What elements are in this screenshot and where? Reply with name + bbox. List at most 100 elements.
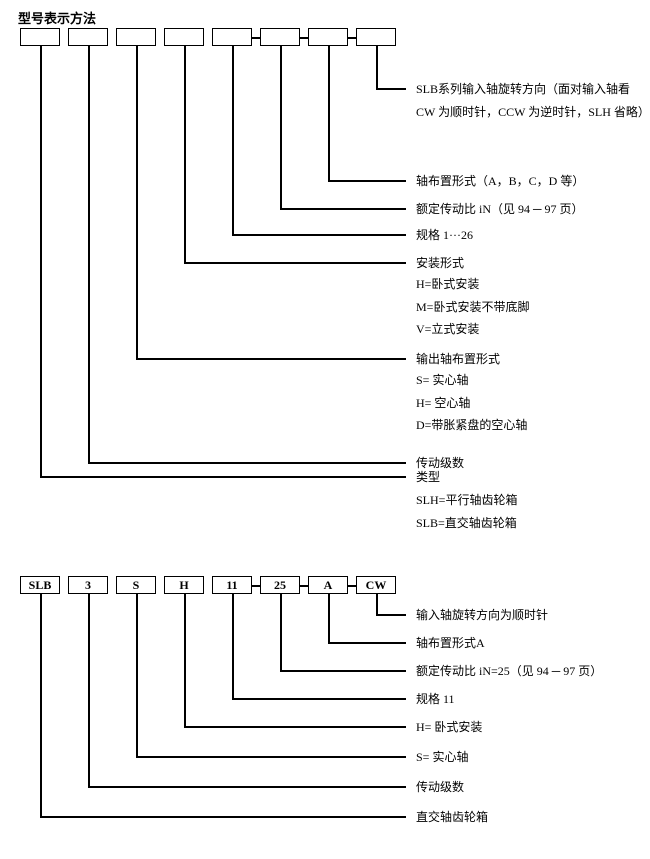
code-box (212, 28, 252, 46)
guide-vline (136, 594, 138, 756)
description-line: 安装形式 (416, 255, 529, 272)
code-box (308, 28, 348, 46)
code-box: H (164, 576, 204, 594)
guide-vline (328, 594, 330, 642)
description-label: S= 实心轴 (416, 749, 468, 766)
code-box-text: SLB (29, 578, 52, 593)
description-line: 类型 (416, 469, 517, 486)
guide-hline (280, 208, 406, 210)
description-label: 直交轴齿轮箱 (416, 809, 488, 826)
code-box (20, 28, 60, 46)
description-line: SLB系列输入轴旋转方向（面对输入轴看 (416, 81, 650, 98)
description-line: 轴布置形式A (416, 635, 485, 652)
code-box (116, 28, 156, 46)
description-label: 输出轴布置形式 S= 实心轴 H= 空心轴 D=带胀紧盘的空心轴 (416, 351, 527, 434)
description-line: H= 空心轴 (416, 395, 527, 412)
guide-hline (88, 462, 406, 464)
guide-hline (40, 816, 406, 818)
code-box-text: CW (366, 578, 387, 593)
box-connector (348, 585, 356, 587)
description-label: 额定传动比 iN=25（见 94 ─ 97 页） (416, 663, 602, 680)
description-line: 规格 11 (416, 691, 455, 708)
description-label: 安装形式 H=卧式安装 M=卧式安装不带底脚 V=立式安装 (416, 255, 529, 338)
guide-hline (328, 180, 406, 182)
guide-vline (184, 46, 186, 262)
description-label: 输入轴旋转方向为顺时针 (416, 607, 548, 624)
description-line: 额定传动比 iN=25（见 94 ─ 97 页） (416, 663, 602, 680)
guide-vline (88, 594, 90, 786)
description-line: SLH=平行轴齿轮箱 (416, 492, 517, 509)
box-connector (300, 37, 308, 39)
code-box-text: A (324, 578, 333, 593)
guide-hline (40, 476, 406, 478)
description-line: S= 实心轴 (416, 372, 527, 389)
guide-hline (136, 358, 406, 360)
description-line: 输出轴布置形式 (416, 351, 527, 368)
guide-hline (184, 262, 406, 264)
description-line: 轴布置形式（A，B，C，D 等） (416, 173, 584, 190)
description-label: 轴布置形式（A，B，C，D 等） (416, 173, 584, 190)
description-label: H= 卧式安装 (416, 719, 482, 736)
code-box: 25 (260, 576, 300, 594)
guide-vline (40, 594, 42, 816)
box-connector (348, 37, 356, 39)
guide-vline (280, 594, 282, 670)
guide-hline (376, 614, 406, 616)
description-line: H=卧式安装 (416, 276, 529, 293)
guide-hline (184, 726, 406, 728)
guide-hline (280, 670, 406, 672)
description-line: 规格 1···26 (416, 227, 473, 244)
description-line: CW 为顺时针，CCW 为逆时针，SLH 省略） (416, 104, 650, 121)
guide-hline (232, 234, 406, 236)
code-box: A (308, 576, 348, 594)
description-label: 规格 11 (416, 691, 455, 708)
code-box-text: 25 (274, 578, 286, 593)
description-line: 传动级数 (416, 779, 464, 796)
section-title: 型号表示方法 (18, 8, 96, 27)
code-box-text: 3 (85, 578, 91, 593)
description-label: 额定传动比 iN（见 94 ─ 97 页） (416, 201, 584, 218)
code-box (68, 28, 108, 46)
description-label: 轴布置形式A (416, 635, 485, 652)
guide-hline (328, 642, 406, 644)
description-label: 传动级数 (416, 779, 464, 796)
description-line: SLB=直交轴齿轮箱 (416, 515, 517, 532)
description-line: H= 卧式安装 (416, 719, 482, 736)
description-line: V=立式安装 (416, 321, 529, 338)
box-connector (252, 585, 260, 587)
code-box: SLB (20, 576, 60, 594)
guide-vline (232, 46, 234, 234)
code-box: 11 (212, 576, 252, 594)
description-line: S= 实心轴 (416, 749, 468, 766)
code-box (356, 28, 396, 46)
description-line: D=带胀紧盘的空心轴 (416, 417, 527, 434)
guide-vline (40, 46, 42, 476)
box-connector (252, 37, 260, 39)
guide-vline (376, 594, 378, 614)
guide-vline (232, 594, 234, 698)
guide-hline (88, 786, 406, 788)
code-box: S (116, 576, 156, 594)
guide-hline (376, 88, 406, 90)
code-box-text: H (179, 578, 188, 593)
guide-hline (136, 756, 406, 758)
guide-vline (136, 46, 138, 358)
code-box-text: 11 (226, 578, 237, 593)
guide-vline (184, 594, 186, 726)
code-box-text: S (133, 578, 140, 593)
guide-vline (280, 46, 282, 208)
description-line: 额定传动比 iN（见 94 ─ 97 页） (416, 201, 584, 218)
description-line: M=卧式安装不带底脚 (416, 299, 529, 316)
guide-vline (88, 46, 90, 462)
description-line: 直交轴齿轮箱 (416, 809, 488, 826)
code-box: CW (356, 576, 396, 594)
guide-vline (328, 46, 330, 180)
description-line: 输入轴旋转方向为顺时针 (416, 607, 548, 624)
code-box (260, 28, 300, 46)
description-label: SLB系列输入轴旋转方向（面对输入轴看 CW 为顺时针，CCW 为逆时针，SLH … (416, 81, 650, 121)
code-box: 3 (68, 576, 108, 594)
code-box (164, 28, 204, 46)
guide-vline (376, 46, 378, 88)
description-label: 规格 1···26 (416, 227, 473, 244)
box-connector (300, 585, 308, 587)
